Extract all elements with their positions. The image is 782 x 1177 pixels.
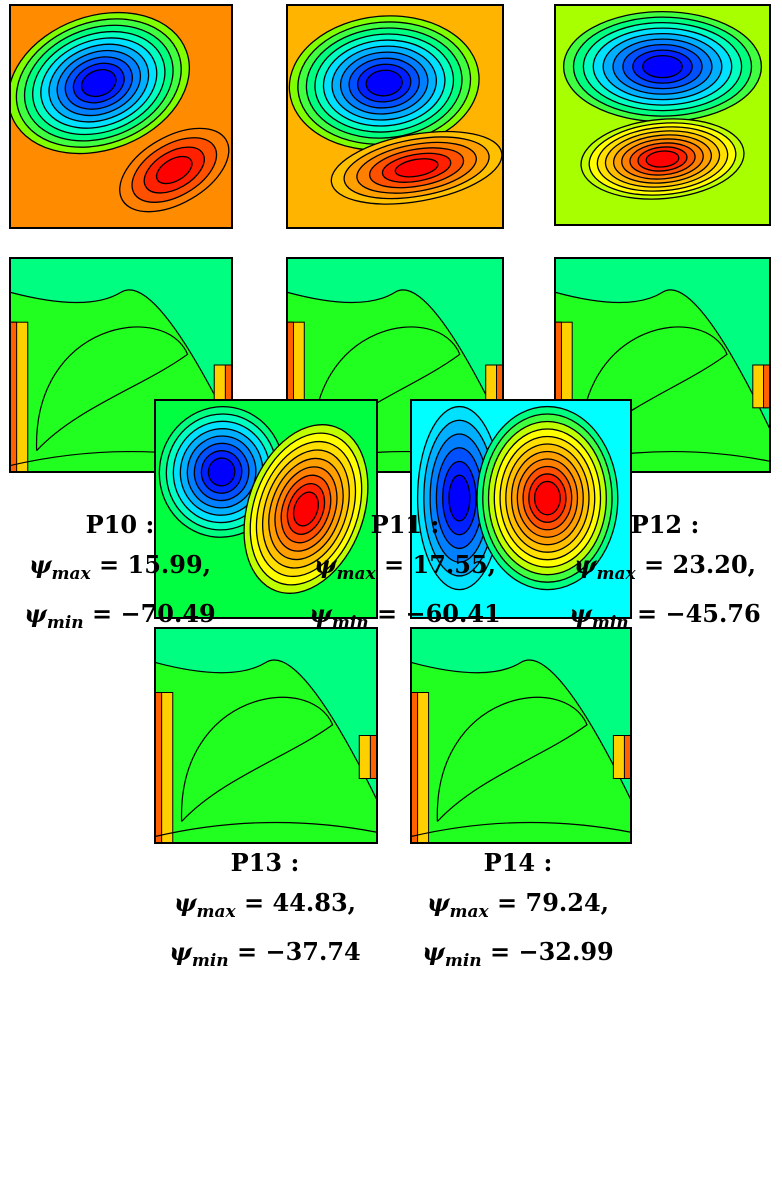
streamline-plot xyxy=(411,400,631,618)
contour xyxy=(36,326,189,452)
caption-text: = 79.24, xyxy=(497,888,610,917)
isotherm-plot xyxy=(555,258,770,472)
plot-frame xyxy=(286,257,504,473)
contour xyxy=(365,69,403,97)
caption: P12 : ψmax = 23.20, ψmin = −45.76 xyxy=(535,505,782,643)
isotherm-plot xyxy=(411,628,631,843)
contour xyxy=(287,321,294,472)
caption-line: ψmax = 17.55, xyxy=(275,545,535,594)
caption-line: P13 : xyxy=(135,843,395,883)
caption-line: ψmin = −32.99 xyxy=(388,932,648,981)
caption-line: ψmax = 15.99, xyxy=(0,545,250,594)
caption-text: ψ xyxy=(422,937,445,966)
caption-text: = 17.55, xyxy=(384,550,497,579)
caption-text: ψ xyxy=(24,599,47,628)
caption-line: P14 : xyxy=(388,843,648,883)
caption-text: P11 : xyxy=(370,510,440,539)
contour xyxy=(155,155,193,185)
caption-line: ψmin = −45.76 xyxy=(535,594,782,643)
contour xyxy=(155,821,377,838)
caption-line: ψmax = 23.20, xyxy=(535,545,782,594)
caption-text: ψ xyxy=(573,550,597,579)
caption-text: ψ xyxy=(28,550,52,579)
caption-line: P10 : xyxy=(0,505,250,545)
caption-text: ψ xyxy=(173,888,197,917)
caption-line: ψmax = 44.83, xyxy=(135,883,395,932)
plot-frame xyxy=(554,257,771,473)
caption-text: = −32.99 xyxy=(490,937,614,966)
caption-line: ψmax = 79.24, xyxy=(388,883,648,932)
caption-text: = −60.41 xyxy=(377,599,501,628)
caption-text: max xyxy=(51,564,91,584)
contour xyxy=(623,735,631,779)
plot-frame xyxy=(154,627,378,844)
plot-frame xyxy=(9,257,233,473)
caption-text: P10 : xyxy=(85,510,155,539)
caption: P11 : ψmax = 17.55, ψmin = −60.41 xyxy=(275,505,535,643)
contour xyxy=(292,491,319,527)
caption: P13 : ψmax = 44.83, ψmin = −37.74 xyxy=(135,843,395,981)
caption-text: P14 : xyxy=(483,848,553,877)
contour xyxy=(436,696,588,822)
caption-line: P12 : xyxy=(535,505,782,545)
plot-frame xyxy=(410,399,632,619)
contour xyxy=(555,321,562,472)
caption-text: = −37.74 xyxy=(237,937,361,966)
caption-line: P11 : xyxy=(275,505,535,545)
caption-text: max xyxy=(196,902,236,922)
caption-text: max xyxy=(336,564,376,584)
contour xyxy=(10,321,18,472)
caption-line: ψmin = −70.49 xyxy=(0,594,250,643)
contour xyxy=(155,692,163,843)
plot-frame xyxy=(9,4,233,229)
caption-text: = −70.49 xyxy=(92,599,216,628)
contour xyxy=(645,150,680,168)
contour xyxy=(642,54,683,79)
caption-line: ψmin = −60.41 xyxy=(275,594,535,643)
caption-text: min xyxy=(46,613,84,633)
streamline-plot xyxy=(10,5,232,228)
caption-text: P12 : xyxy=(630,510,700,539)
caption-text: max xyxy=(449,902,489,922)
plot-frame xyxy=(554,4,771,226)
contour xyxy=(411,692,419,843)
contour xyxy=(448,474,471,522)
streamline-plot xyxy=(287,5,503,228)
caption-text: = 44.83, xyxy=(244,888,357,917)
isotherm-plot xyxy=(155,628,377,843)
caption: P14 : ψmax = 79.24, ψmin = −32.99 xyxy=(388,843,648,981)
caption-text: = −45.76 xyxy=(637,599,761,628)
caption-text: ψ xyxy=(309,599,332,628)
contour xyxy=(80,69,117,98)
caption-text: min xyxy=(591,613,629,633)
plot-frame xyxy=(154,399,378,619)
caption-text: ψ xyxy=(426,888,450,917)
streamline-plot xyxy=(155,400,377,618)
plot-frame xyxy=(286,4,504,229)
contour xyxy=(181,696,334,822)
caption-text: max xyxy=(596,564,636,584)
caption-text: ψ xyxy=(169,937,192,966)
caption-text: = 23.20, xyxy=(644,550,757,579)
contour xyxy=(394,158,439,178)
caption-text: ψ xyxy=(569,599,592,628)
caption-text: min xyxy=(191,951,229,971)
caption-line: ψmin = −37.74 xyxy=(135,932,395,981)
caption-text: min xyxy=(331,613,369,633)
contour xyxy=(207,457,236,487)
caption: P10 : ψmax = 15.99, ψmin = −70.49 xyxy=(0,505,250,643)
plot-frame xyxy=(410,627,632,844)
contour xyxy=(533,480,561,516)
caption-text: P13 : xyxy=(230,848,300,877)
contour xyxy=(411,821,631,838)
caption-text: = 15.99, xyxy=(99,550,212,579)
caption-text: min xyxy=(444,951,482,971)
streamline-plot xyxy=(555,5,770,225)
caption-text: ψ xyxy=(313,550,337,579)
